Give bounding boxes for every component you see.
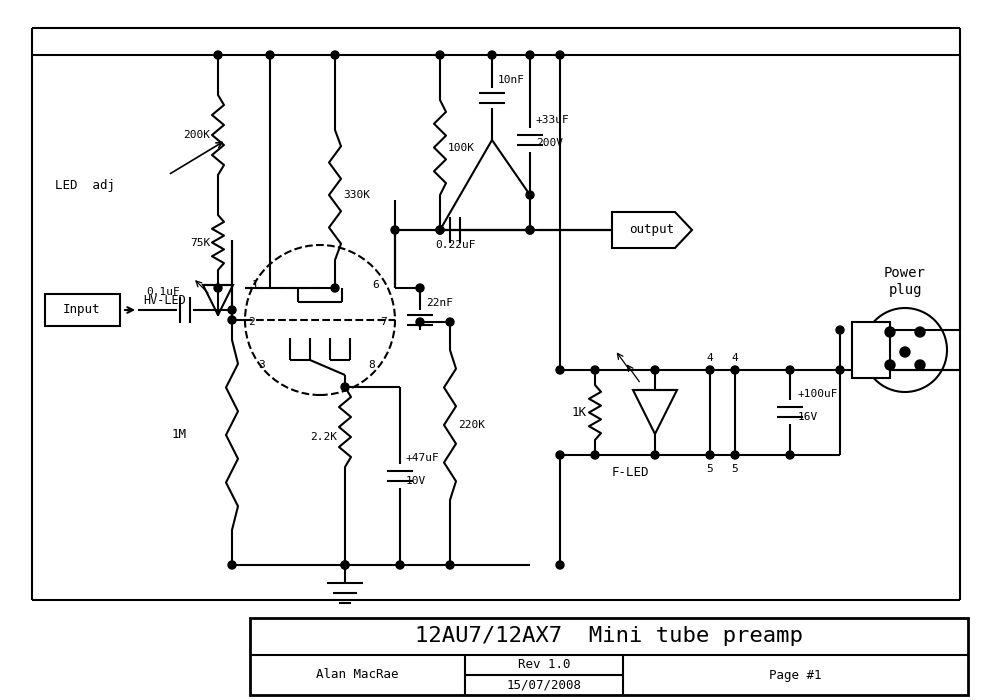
Circle shape: [556, 451, 564, 459]
Circle shape: [915, 360, 925, 370]
Text: 100K: 100K: [448, 143, 475, 153]
Text: 5: 5: [732, 464, 738, 474]
Text: 6: 6: [372, 280, 379, 290]
Text: 4: 4: [732, 353, 738, 363]
Circle shape: [591, 451, 599, 459]
Text: 0.1uF: 0.1uF: [146, 287, 180, 297]
Text: 1K: 1K: [572, 405, 587, 419]
Circle shape: [446, 561, 454, 569]
Circle shape: [526, 51, 534, 59]
Circle shape: [786, 366, 794, 374]
Circle shape: [526, 226, 534, 234]
Text: HV-LED: HV-LED: [143, 293, 186, 307]
Text: +33uF: +33uF: [536, 115, 570, 125]
Text: +100uF: +100uF: [798, 389, 838, 399]
Text: 200V: 200V: [536, 138, 563, 148]
Circle shape: [915, 327, 925, 337]
Circle shape: [228, 306, 236, 314]
Text: 330K: 330K: [343, 190, 370, 200]
Circle shape: [416, 318, 424, 326]
Circle shape: [214, 284, 222, 292]
Text: 4: 4: [707, 353, 713, 363]
Circle shape: [836, 366, 844, 374]
Text: 75K: 75K: [190, 238, 210, 248]
Text: 8: 8: [369, 360, 375, 370]
Circle shape: [836, 326, 844, 334]
Circle shape: [266, 51, 274, 59]
Circle shape: [341, 561, 349, 569]
Text: 15/07/2008: 15/07/2008: [507, 678, 582, 692]
Text: 10nF: 10nF: [498, 75, 525, 85]
Circle shape: [900, 347, 910, 357]
Circle shape: [706, 451, 714, 459]
Circle shape: [416, 284, 424, 292]
Text: 220K: 220K: [458, 420, 485, 430]
Circle shape: [488, 51, 496, 59]
Circle shape: [341, 561, 349, 569]
Text: +47uF: +47uF: [406, 453, 440, 463]
Circle shape: [786, 451, 794, 459]
Circle shape: [228, 316, 236, 324]
Text: plug: plug: [888, 283, 922, 297]
Text: 1M: 1M: [172, 428, 187, 442]
Circle shape: [526, 191, 534, 199]
Circle shape: [651, 451, 659, 459]
Text: Alan MacRae: Alan MacRae: [316, 668, 398, 682]
Text: 16V: 16V: [798, 412, 818, 422]
Circle shape: [214, 51, 222, 59]
Circle shape: [331, 284, 339, 292]
Circle shape: [436, 51, 444, 59]
Circle shape: [591, 366, 599, 374]
Circle shape: [556, 561, 564, 569]
Circle shape: [885, 327, 895, 337]
Text: Input: Input: [63, 304, 101, 316]
Text: 12AU7/12AX7  Mini tube preamp: 12AU7/12AX7 Mini tube preamp: [415, 626, 803, 646]
Text: F-LED: F-LED: [611, 466, 649, 480]
Circle shape: [885, 360, 895, 370]
Bar: [45, 294, 120, 326]
Circle shape: [706, 366, 714, 374]
Text: Page #1: Page #1: [769, 668, 821, 682]
Circle shape: [331, 51, 339, 59]
Circle shape: [556, 366, 564, 374]
Circle shape: [396, 561, 404, 569]
Bar: [250, 618, 968, 695]
Circle shape: [731, 451, 739, 459]
Text: 2.2K: 2.2K: [310, 432, 337, 442]
Text: 0.22uF: 0.22uF: [435, 240, 475, 250]
Circle shape: [731, 366, 739, 374]
Text: 10V: 10V: [406, 476, 426, 486]
Text: LED  adj: LED adj: [55, 178, 115, 192]
Text: 2: 2: [248, 317, 255, 327]
Circle shape: [341, 383, 349, 391]
Circle shape: [651, 366, 659, 374]
Text: 7: 7: [380, 317, 387, 327]
Text: output: output: [630, 223, 674, 237]
Bar: [852, 322, 890, 378]
Text: 3: 3: [259, 360, 265, 370]
Circle shape: [228, 561, 236, 569]
Text: 22nF: 22nF: [426, 298, 453, 308]
Circle shape: [391, 226, 399, 234]
Circle shape: [446, 318, 454, 326]
Circle shape: [436, 226, 444, 234]
Text: 1: 1: [251, 280, 258, 290]
Text: 200K: 200K: [183, 130, 210, 140]
Circle shape: [526, 226, 534, 234]
Circle shape: [436, 226, 444, 234]
Text: 5: 5: [707, 464, 713, 474]
Text: Rev 1.0: Rev 1.0: [518, 659, 570, 671]
Circle shape: [556, 51, 564, 59]
Text: Power: Power: [884, 266, 926, 280]
